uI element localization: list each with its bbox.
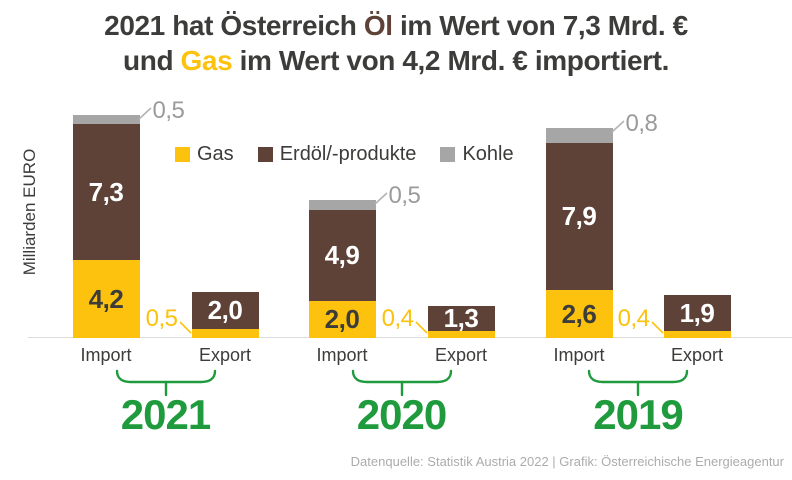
segment-gas-2019-export [663, 330, 731, 338]
callout-line-icon [610, 120, 625, 133]
segment-kohle-2021-import [72, 114, 140, 125]
segment-erd-l-produkte-2021-export: 2,0 [191, 291, 259, 329]
x-label-export-2021: Export [198, 345, 252, 365]
segment-value-label: 1,3 [443, 303, 479, 334]
segment-gas-2020-import: 2,0 [308, 300, 376, 338]
gas-swatch-icon [175, 147, 190, 162]
year-brace-icon [115, 369, 216, 397]
title-line-2: und Gas im Wert von 4,2 Mrd. € importier… [0, 43, 792, 78]
segment-erd-l-produkte-2020-import: 4,9 [308, 209, 376, 301]
oil-swatch-icon [257, 147, 273, 162]
chart-title: 2021 hat Österreich Öl im Wert von 7,3 M… [0, 8, 792, 78]
x-label-export-2019: Export [670, 345, 724, 365]
legend: Gas Erdöl/-produkte Kohle [175, 143, 514, 166]
segment-kohle-2019-import [545, 127, 613, 143]
segment-erd-l-produkte-2019-export: 1,9 [663, 295, 731, 331]
year-brace-icon [351, 369, 452, 397]
callout-line-icon [650, 321, 664, 334]
segment-gas-2019-import: 2,6 [545, 289, 613, 338]
legend-item-oil: Erdöl/-produkte [257, 143, 417, 166]
legend-label-gas: Gas [197, 143, 234, 165]
segment-value-label: 7,3 [88, 176, 124, 207]
segment-value-label: 2,6 [561, 298, 597, 329]
source-attribution: Datenquelle: Statistik Austria 2022 | Gr… [350, 454, 784, 469]
year-label-2020: 2020 [356, 391, 447, 438]
x-axis-line [28, 336, 792, 338]
year-label-2019: 2019 [593, 391, 683, 438]
title-segment: im Wert von 7,3 Mrd. € [392, 10, 688, 41]
title-segment: im Wert von 4,2 Mrd. € importiert. [232, 45, 670, 76]
y-axis-label: Milliarden EURO [20, 148, 39, 276]
callout-line-icon [373, 192, 388, 205]
callout-line-icon [137, 107, 152, 120]
callout-value-gas-2019: 0,4 [617, 305, 650, 332]
segment-value-label: 2,0 [324, 304, 360, 335]
legend-item-coal: Kohle [440, 143, 514, 166]
legend-label-oil: Erdöl/-produkte [279, 143, 417, 165]
callout-line-icon [414, 321, 428, 334]
x-label-import-2021: Import [80, 345, 132, 365]
callout-value-kohle-2019: 0,8 [625, 109, 658, 137]
title-segment: Öl [363, 10, 393, 41]
segment-kohle-2020-import [308, 200, 376, 210]
callout-value-gas-2020: 0,4 [381, 305, 414, 332]
title-segment: und [123, 45, 181, 76]
x-label-export-2020: Export [434, 345, 488, 365]
legend-item-gas: Gas [175, 143, 234, 166]
title-segment: 2021 hat Österreich [104, 10, 364, 41]
callout-value-kohle-2021: 0,5 [152, 96, 185, 124]
callout-value-kohle-2020: 0,5 [388, 182, 421, 210]
callout-line-icon [178, 321, 192, 334]
segment-erd-l-produkte-2021-import: 7,3 [72, 124, 140, 260]
legend-label-coal: Kohle [462, 143, 514, 165]
year-label-2021: 2021 [120, 391, 211, 438]
segment-erd-l-produkte-2019-import: 7,9 [545, 142, 613, 290]
segment-gas-2021-import: 4,2 [72, 259, 140, 338]
title-line-1: 2021 hat Österreich Öl im Wert von 7,3 M… [0, 8, 792, 43]
callout-value-gas-2021: 0,5 [145, 305, 178, 332]
segment-value-label: 1,9 [679, 297, 715, 328]
segment-value-label: 2,0 [207, 295, 243, 326]
segment-erd-l-produkte-2020-export: 1,3 [427, 303, 495, 334]
segment-value-label: 4,9 [324, 240, 360, 271]
x-label-import-2020: Import [316, 345, 368, 365]
segment-value-label: 4,2 [88, 283, 124, 314]
x-label-import-2019: Import [553, 345, 605, 365]
title-segment: Gas [180, 45, 233, 76]
segment-value-label: 7,9 [561, 201, 597, 232]
coal-swatch-icon [440, 147, 456, 162]
segment-gas-2020-export [427, 330, 495, 338]
year-brace-icon [587, 369, 689, 397]
segment-gas-2021-export [191, 328, 259, 338]
